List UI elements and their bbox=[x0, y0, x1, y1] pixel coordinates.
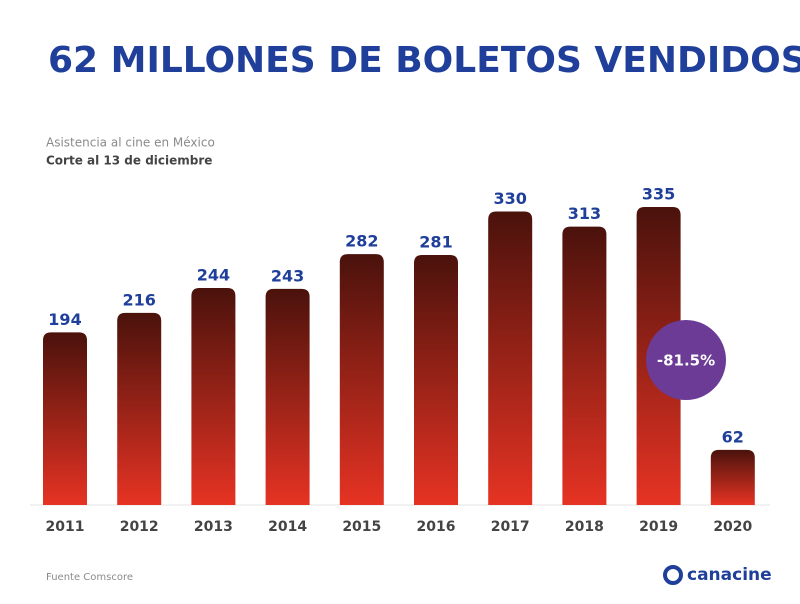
value-label: 194 bbox=[48, 310, 81, 329]
value-label: 313 bbox=[568, 204, 601, 223]
bar bbox=[488, 211, 533, 505]
bar bbox=[43, 332, 87, 505]
value-label: 243 bbox=[271, 266, 304, 285]
bar bbox=[562, 226, 607, 506]
chart-note: Corte al 13 de diciembre bbox=[46, 154, 212, 168]
x-tick-label: 2016 bbox=[417, 519, 456, 535]
x-tick-label: 2014 bbox=[268, 519, 307, 535]
logo: canacine bbox=[687, 565, 772, 585]
chart-title: 62 MILLONES DE BOLETOS VENDIDOS bbox=[48, 40, 800, 81]
source: Fuente Comscore bbox=[46, 572, 133, 583]
x-tick-label: 2011 bbox=[46, 519, 85, 535]
bar bbox=[265, 288, 310, 505]
bars: 2011 194 2012 216 2013 244 2014 243 2015 282 2016 2… bbox=[43, 185, 755, 535]
x-tick-label: 2013 bbox=[194, 519, 233, 535]
chart-subtitle: Asistencia al cine en México bbox=[46, 136, 215, 150]
bar bbox=[414, 255, 458, 505]
value-label: 244 bbox=[197, 265, 230, 284]
bar bbox=[117, 312, 162, 505]
value-label: 281 bbox=[419, 233, 452, 252]
x-tick-label: 2012 bbox=[120, 519, 159, 535]
annotation: -81.5% bbox=[657, 352, 715, 370]
value-label: 335 bbox=[642, 185, 675, 204]
bar bbox=[339, 254, 384, 505]
value-label: 62 bbox=[722, 427, 744, 446]
x-tick-label: 2017 bbox=[491, 519, 530, 535]
annotation-badge bbox=[646, 320, 726, 400]
bar bbox=[191, 287, 236, 505]
bar bbox=[710, 449, 755, 505]
logo-icon bbox=[663, 565, 683, 585]
value-label: 330 bbox=[493, 189, 526, 208]
value-label: 216 bbox=[122, 290, 155, 309]
x-tick-label: 2018 bbox=[565, 519, 604, 535]
value-label: 282 bbox=[345, 232, 378, 251]
x-tick-label: 2019 bbox=[639, 519, 678, 535]
x-tick-label: 2020 bbox=[713, 519, 752, 535]
x-tick-label: 2015 bbox=[342, 519, 381, 535]
